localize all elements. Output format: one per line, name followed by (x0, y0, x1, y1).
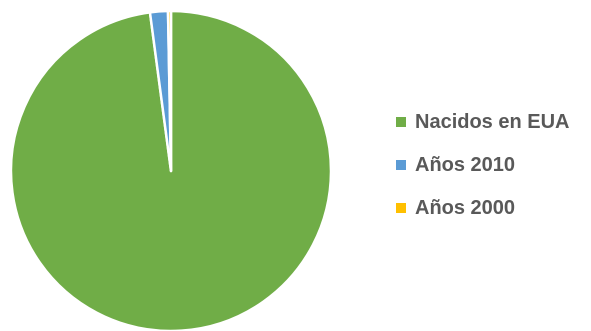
legend-swatch-anos-2000 (396, 203, 406, 213)
legend-item-anos-2000: Años 2000 (396, 196, 569, 220)
legend-swatch-anos-2010 (396, 160, 406, 170)
legend-label: Años 2010 (415, 153, 516, 176)
chart-legend: Nacidos en EUA Años 2010 Años 2000 (396, 110, 569, 220)
legend-item-anos-2010: Años 2010 (396, 153, 569, 177)
legend-swatch-nacidos-en-eua (396, 117, 406, 127)
legend-label: Nacidos en EUA (415, 110, 570, 133)
legend-item-nacidos-en-eua: Nacidos en EUA (396, 110, 569, 134)
legend-label: Años 2000 (415, 196, 516, 219)
pie-slice-2 (166, 9, 173, 173)
